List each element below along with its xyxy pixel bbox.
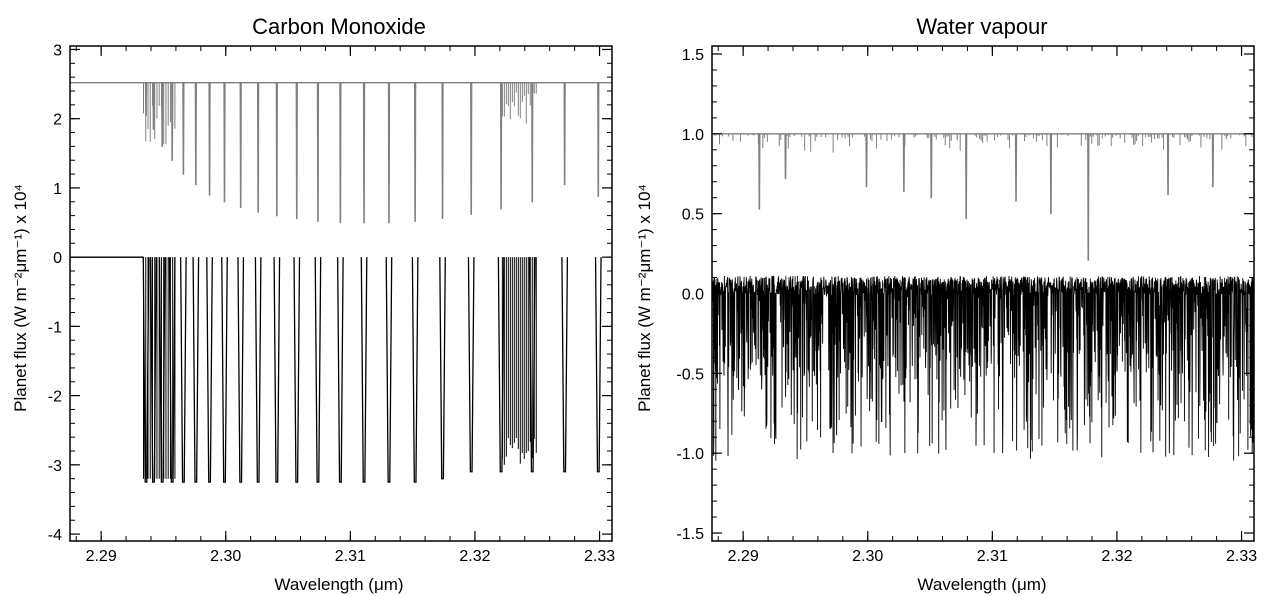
absorption-line bbox=[221, 257, 228, 483]
x-axis-label: Wavelength (μm) bbox=[917, 575, 1046, 594]
absorption-line bbox=[152, 82, 155, 130]
absorption-line bbox=[385, 257, 393, 483]
y-tick-label: -1.5 bbox=[676, 526, 704, 543]
absorption-line bbox=[470, 82, 473, 215]
absorption-line bbox=[293, 257, 301, 483]
absorption-line bbox=[273, 257, 281, 483]
absorption-line bbox=[1014, 133, 1018, 202]
series-group bbox=[712, 133, 1254, 461]
absorption-line bbox=[362, 82, 366, 224]
absorption-line bbox=[360, 257, 368, 483]
x-tick-label: 2.30 bbox=[210, 548, 241, 565]
chart-title: Water vapour bbox=[916, 14, 1047, 39]
absorption-line bbox=[1166, 133, 1170, 196]
x-tick-label: 2.31 bbox=[977, 548, 1008, 565]
y-tick-label: 0.5 bbox=[682, 207, 704, 224]
absorption-line bbox=[208, 82, 211, 196]
absorption-line bbox=[439, 257, 446, 480]
absorption-line bbox=[499, 82, 503, 210]
y-tick-label: -0.5 bbox=[676, 366, 704, 383]
series-line bbox=[712, 275, 1254, 461]
chart-title: Carbon Monoxide bbox=[252, 14, 426, 39]
absorption-line bbox=[441, 82, 444, 220]
absorption-line bbox=[1087, 133, 1090, 261]
absorption-line bbox=[531, 82, 534, 203]
absorption-line bbox=[316, 82, 320, 222]
absorption-line bbox=[594, 257, 602, 473]
y-axis-label: Planet flux (W m⁻²μm⁻¹) x 10⁴ bbox=[11, 184, 30, 412]
absorption-line bbox=[339, 82, 342, 224]
absorption-line bbox=[865, 133, 868, 188]
absorption-line bbox=[563, 82, 566, 186]
absorption-line bbox=[758, 133, 761, 210]
absorption-line bbox=[597, 82, 600, 197]
absorption-line bbox=[1049, 133, 1053, 215]
y-tick-label: 3 bbox=[53, 42, 62, 59]
absorption-line bbox=[239, 82, 242, 208]
x-tick-label: 2.31 bbox=[335, 548, 366, 565]
series-group bbox=[70, 81, 612, 483]
y-tick-label: -4 bbox=[48, 527, 62, 544]
absorption-line bbox=[161, 82, 164, 148]
absorption-line bbox=[336, 257, 344, 483]
x-tick-label: 2.32 bbox=[1101, 548, 1132, 565]
x-tick-label: 2.30 bbox=[852, 548, 883, 565]
plot-area: 2.29 2.30 2.31 2.32 2.33 -4 -3 -2 -1 0 1 2 3 bbox=[48, 42, 615, 565]
y-tick-label: -1 bbox=[48, 319, 62, 336]
y-tick-label: -1.0 bbox=[676, 446, 704, 463]
y-tick-label: 0.0 bbox=[682, 287, 704, 304]
x-axis-label: Wavelength (μm) bbox=[274, 575, 403, 594]
absorption-line bbox=[1211, 133, 1215, 188]
absorption-line bbox=[206, 257, 213, 483]
x-tick-label: 2.33 bbox=[584, 548, 615, 565]
absorption-line bbox=[150, 257, 157, 483]
y-tick-label: -2 bbox=[48, 389, 62, 406]
absorption-line bbox=[387, 82, 391, 224]
absorption-line bbox=[497, 257, 505, 473]
x-tick-label: 2.29 bbox=[728, 548, 759, 565]
absorption-line bbox=[256, 82, 260, 213]
absorption-line bbox=[413, 82, 417, 222]
y-tick-label: 0 bbox=[53, 250, 62, 267]
absorption-line bbox=[295, 82, 298, 220]
y-tick-label: 1.5 bbox=[682, 47, 704, 64]
absorption-line bbox=[254, 257, 262, 483]
plot-area: 2.29 2.30 2.31 2.32 2.33 -1.5 -1.0 -0.5 0.0 0.5 1.… bbox=[676, 45, 1257, 565]
absorption-line bbox=[275, 82, 278, 217]
chart-carbon-monoxide: Carbon Monoxide Wavelength (μm) Planet f… bbox=[11, 14, 615, 594]
x-tick-label: 2.32 bbox=[459, 548, 490, 565]
x-tick-label: 2.33 bbox=[1226, 548, 1257, 565]
absorption-line bbox=[467, 257, 475, 473]
absorption-line bbox=[784, 133, 787, 180]
y-tick-label: -3 bbox=[48, 458, 62, 475]
absorption-line bbox=[411, 257, 419, 483]
absorption-line bbox=[561, 257, 569, 473]
y-tick-label: 2 bbox=[53, 112, 62, 129]
absorption-line bbox=[902, 133, 906, 192]
absorption-line bbox=[237, 257, 245, 483]
absorption-line bbox=[965, 133, 968, 220]
absorption-line bbox=[182, 82, 185, 175]
y-tick-label: 1.0 bbox=[682, 127, 704, 144]
chart-water-vapour: Water vapour Wavelength (μm) Planet flux… bbox=[635, 14, 1257, 594]
absorption-line bbox=[179, 257, 187, 483]
y-axis-label: Planet flux (W m⁻²μm⁻¹) x 10⁴ bbox=[635, 184, 654, 412]
absorption-line bbox=[314, 257, 322, 483]
absorption-line bbox=[223, 82, 226, 203]
y-tick-label: 1 bbox=[53, 181, 62, 198]
absorption-line bbox=[192, 257, 200, 483]
absorption-line bbox=[194, 82, 197, 186]
plot-frame bbox=[69, 45, 613, 542]
absorption-line bbox=[930, 133, 933, 199]
x-tick-label: 2.29 bbox=[86, 548, 117, 565]
